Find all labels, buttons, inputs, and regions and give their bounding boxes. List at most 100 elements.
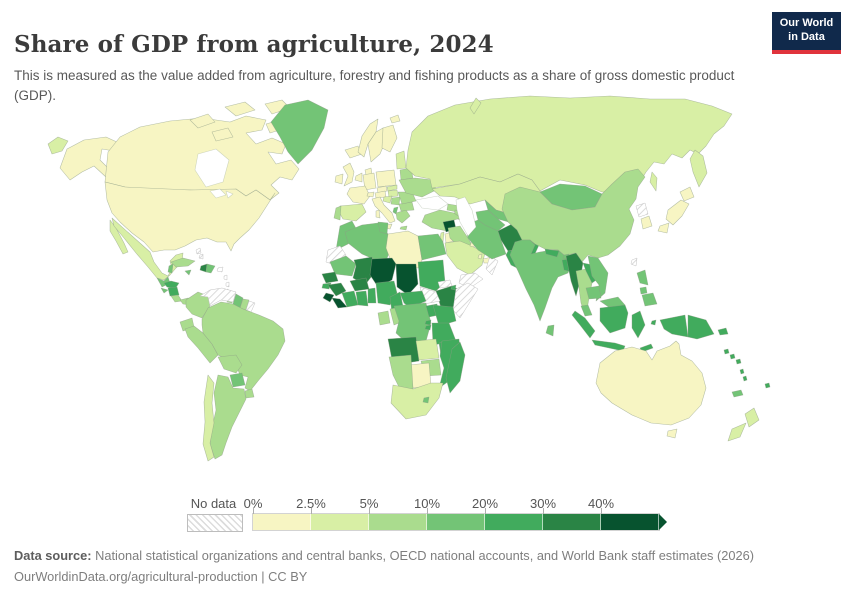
country-finland[interactable] — [381, 124, 398, 153]
country-philippines[interactable] — [636, 269, 658, 307]
country-bulgaria[interactable] — [398, 201, 415, 212]
owid-logo-line1: Our World — [779, 17, 834, 30]
country-new-zealand[interactable] — [727, 407, 760, 442]
country-costa-rica[interactable] — [170, 294, 183, 303]
country-gabon[interactable] — [377, 310, 391, 326]
country-japan[interactable] — [657, 186, 695, 234]
country-niger[interactable] — [369, 257, 397, 288]
country-cuba[interactable] — [170, 257, 196, 268]
country-mexico-baja[interactable] — [109, 219, 129, 255]
country-spain[interactable] — [338, 203, 367, 222]
country-el-salvador[interactable] — [160, 287, 169, 294]
country-switzerland[interactable] — [366, 191, 375, 198]
country-belize[interactable] — [167, 263, 174, 274]
country-south-africa[interactable] — [390, 382, 444, 420]
country-paraguay[interactable] — [229, 372, 246, 388]
country-zambia[interactable] — [415, 338, 440, 361]
legend-bucket-5[interactable] — [543, 514, 601, 530]
country-nepal[interactable] — [544, 248, 560, 258]
country-norway[interactable] — [357, 118, 379, 158]
country-poland[interactable] — [375, 169, 397, 188]
country-italy[interactable] — [371, 196, 396, 230]
country-madagascar[interactable] — [445, 341, 466, 394]
legend-bucket-3[interactable] — [427, 514, 485, 530]
country-slovakia[interactable] — [386, 184, 398, 192]
country-lesotho[interactable] — [422, 396, 430, 404]
country-north-korea[interactable] — [635, 202, 649, 218]
country-somalia[interactable] — [452, 282, 479, 319]
country-russia[interactable] — [405, 95, 733, 193]
country-brazil[interactable] — [201, 301, 286, 392]
country-senegal[interactable] — [321, 271, 339, 284]
country-portugal[interactable] — [333, 205, 342, 221]
legend-tick-mark-1 — [311, 508, 312, 514]
country-baltics[interactable] — [395, 150, 407, 170]
country-russia-sakhalin[interactable] — [649, 171, 658, 192]
legend-bucket-2[interactable] — [369, 514, 427, 530]
country-sierra-leone[interactable] — [322, 292, 335, 303]
owid-logo[interactable]: Our World in Data — [772, 12, 841, 54]
country-vanuatu[interactable] — [739, 368, 748, 382]
country-germany[interactable] — [362, 172, 377, 191]
country-puerto-rico[interactable] — [216, 266, 224, 273]
country-dominican-republic[interactable] — [205, 263, 216, 274]
country-oman[interactable] — [485, 255, 499, 276]
country-saudi-arabia[interactable] — [444, 240, 486, 276]
country-rwanda[interactable] — [424, 319, 432, 326]
country-djibouti[interactable] — [450, 284, 457, 291]
country-qatar[interactable] — [477, 253, 483, 260]
country-tunisia[interactable] — [377, 221, 389, 235]
country-greece[interactable] — [395, 209, 411, 231]
country-russia-kamchatka[interactable] — [689, 149, 708, 188]
country-fiji[interactable] — [764, 382, 771, 389]
country-united-states[interactable] — [104, 181, 276, 253]
country-uk[interactable] — [342, 162, 355, 187]
country-south-korea[interactable] — [640, 215, 653, 230]
legend-bucket-0[interactable] — [253, 514, 311, 530]
country-svalbard[interactable] — [389, 114, 401, 124]
country-burundi[interactable] — [424, 324, 432, 331]
country-serbia[interactable] — [390, 196, 401, 206]
country-chile[interactable] — [202, 374, 215, 462]
country-chad[interactable] — [395, 263, 419, 296]
country-alaska[interactable] — [59, 136, 120, 181]
country-jamaica[interactable] — [184, 269, 192, 276]
country-hungary[interactable] — [387, 189, 399, 198]
country-guinea[interactable] — [327, 282, 347, 297]
country-argentina[interactable] — [209, 374, 247, 460]
legend-tick-mark-2 — [369, 508, 370, 514]
legend-bucket-4[interactable] — [485, 514, 543, 530]
country-papua-new-guinea[interactable] — [687, 314, 729, 340]
legend-bucket-6[interactable] — [601, 514, 659, 530]
legend-bucket-1[interactable] — [311, 514, 369, 530]
country-namibia[interactable] — [388, 354, 414, 392]
country-bolivia[interactable] — [217, 354, 243, 374]
country-ghana[interactable] — [355, 290, 369, 307]
country-venezuela[interactable] — [199, 287, 237, 307]
country-togo-benin[interactable] — [367, 287, 377, 304]
country-burkina-faso[interactable] — [349, 277, 370, 292]
country-russia-wrap[interactable] — [47, 136, 69, 155]
country-greenland[interactable] — [270, 99, 329, 165]
country-sri-lanka[interactable] — [545, 324, 555, 337]
country-netherlands[interactable] — [354, 172, 363, 183]
country-ireland[interactable] — [334, 173, 344, 185]
country-australia[interactable] — [595, 340, 707, 439]
country-solomon-islands[interactable] — [723, 348, 742, 365]
country-taiwan[interactable] — [630, 257, 638, 267]
country-nicaragua[interactable] — [167, 286, 180, 297]
country-croatia[interactable] — [382, 195, 393, 204]
country-new-caledonia[interactable] — [731, 389, 744, 398]
country-bahamas[interactable] — [195, 247, 204, 260]
country-kenya[interactable] — [432, 304, 457, 327]
country-egypt[interactable] — [417, 233, 447, 261]
country-uruguay[interactable] — [244, 388, 255, 399]
footer-link[interactable]: OurWorldinData.org/agricultural-producti… — [14, 569, 308, 585]
country-france[interactable] — [346, 185, 371, 205]
country-russia-novaya-zemlya[interactable] — [469, 97, 482, 115]
country-cambodia[interactable] — [585, 285, 602, 300]
country-indonesia[interactable] — [571, 304, 689, 352]
legend-no-data-swatch[interactable] — [187, 514, 243, 532]
country-guinea-bissau[interactable] — [321, 282, 332, 290]
country-turkmenistan[interactable] — [475, 209, 506, 232]
